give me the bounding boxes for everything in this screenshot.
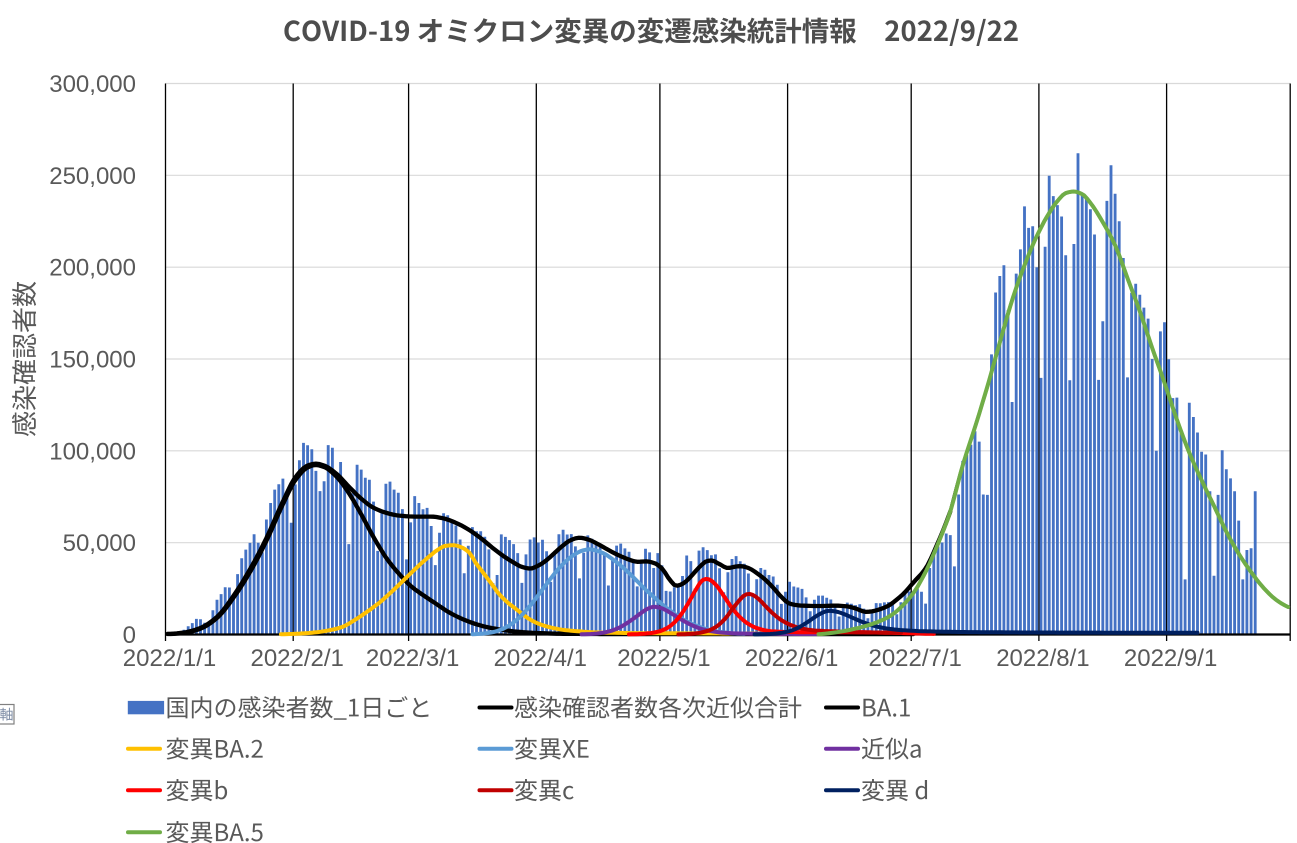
svg-text:2022/8/1: 2022/8/1 bbox=[996, 645, 1089, 672]
svg-text:2022/2/1: 2022/2/1 bbox=[250, 645, 343, 672]
svg-text:2022/5/1: 2022/5/1 bbox=[617, 645, 710, 672]
svg-text:50,000: 50,000 bbox=[63, 530, 136, 557]
svg-text:0: 0 bbox=[123, 622, 136, 649]
svg-text:2022/9/1: 2022/9/1 bbox=[1124, 645, 1217, 672]
svg-text:250,000: 250,000 bbox=[49, 163, 136, 190]
svg-text:2022/3/1: 2022/3/1 bbox=[366, 645, 459, 672]
svg-text:2022/7/1: 2022/7/1 bbox=[868, 645, 961, 672]
svg-text:300,000: 300,000 bbox=[49, 71, 136, 98]
svg-text:200,000: 200,000 bbox=[49, 255, 136, 282]
svg-text:100,000: 100,000 bbox=[49, 438, 136, 465]
svg-text:2022/6/1: 2022/6/1 bbox=[745, 645, 838, 672]
svg-text:150,000: 150,000 bbox=[49, 347, 136, 374]
svg-text:2022/4/1: 2022/4/1 bbox=[494, 645, 587, 672]
svg-text:2022/1/1: 2022/1/1 bbox=[123, 645, 216, 672]
